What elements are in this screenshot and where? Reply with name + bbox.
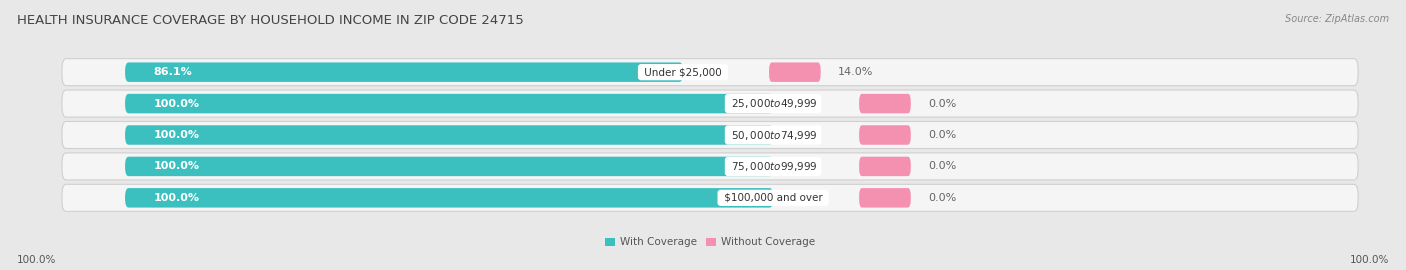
FancyBboxPatch shape — [62, 90, 1358, 117]
FancyBboxPatch shape — [859, 157, 911, 176]
Legend: With Coverage, Without Coverage: With Coverage, Without Coverage — [605, 237, 815, 247]
FancyBboxPatch shape — [859, 94, 911, 113]
Text: 86.1%: 86.1% — [153, 67, 193, 77]
Text: 0.0%: 0.0% — [928, 130, 956, 140]
Text: 100.0%: 100.0% — [153, 193, 200, 203]
Text: 100.0%: 100.0% — [1350, 255, 1389, 265]
Text: 0.0%: 0.0% — [928, 161, 956, 171]
FancyBboxPatch shape — [125, 125, 773, 145]
FancyBboxPatch shape — [62, 59, 1358, 86]
Text: $25,000 to $49,999: $25,000 to $49,999 — [728, 97, 818, 110]
Text: Under $25,000: Under $25,000 — [641, 67, 725, 77]
Text: $75,000 to $99,999: $75,000 to $99,999 — [728, 160, 818, 173]
Text: 100.0%: 100.0% — [17, 255, 56, 265]
Text: 14.0%: 14.0% — [838, 67, 873, 77]
Text: $100,000 and over: $100,000 and over — [721, 193, 825, 203]
FancyBboxPatch shape — [62, 122, 1358, 148]
FancyBboxPatch shape — [62, 153, 1358, 180]
Text: HEALTH INSURANCE COVERAGE BY HOUSEHOLD INCOME IN ZIP CODE 24715: HEALTH INSURANCE COVERAGE BY HOUSEHOLD I… — [17, 14, 523, 26]
Text: 0.0%: 0.0% — [928, 193, 956, 203]
Text: Source: ZipAtlas.com: Source: ZipAtlas.com — [1285, 14, 1389, 23]
FancyBboxPatch shape — [859, 125, 911, 145]
Text: 100.0%: 100.0% — [153, 161, 200, 171]
FancyBboxPatch shape — [769, 62, 821, 82]
FancyBboxPatch shape — [125, 94, 773, 113]
FancyBboxPatch shape — [125, 62, 683, 82]
FancyBboxPatch shape — [62, 184, 1358, 211]
FancyBboxPatch shape — [125, 188, 773, 208]
FancyBboxPatch shape — [125, 157, 773, 176]
Text: $50,000 to $74,999: $50,000 to $74,999 — [728, 129, 818, 141]
Text: 100.0%: 100.0% — [153, 130, 200, 140]
Text: 100.0%: 100.0% — [153, 99, 200, 109]
FancyBboxPatch shape — [859, 188, 911, 208]
Text: 0.0%: 0.0% — [928, 99, 956, 109]
